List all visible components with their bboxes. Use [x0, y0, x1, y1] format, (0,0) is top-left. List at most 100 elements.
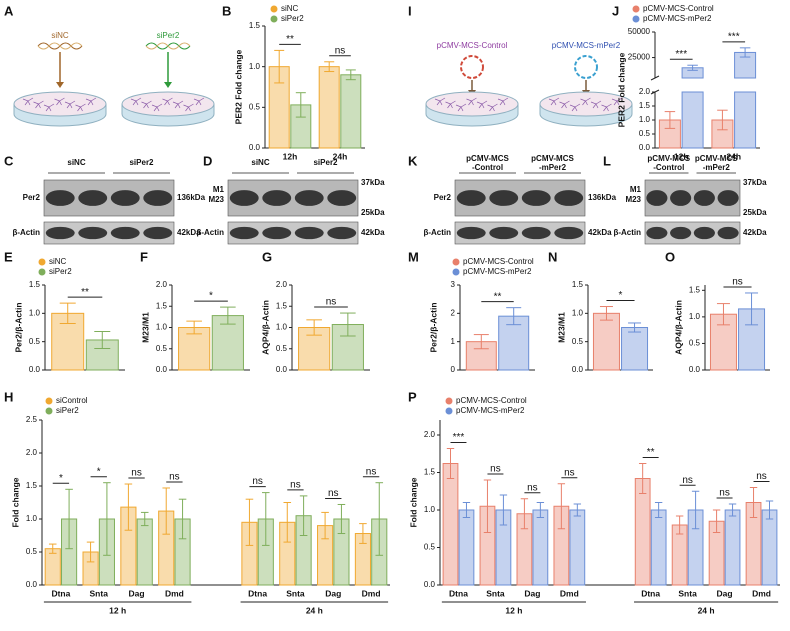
row-label: M1	[213, 185, 225, 194]
bar	[178, 327, 211, 371]
panel-letter: M	[408, 249, 419, 264]
error-bar	[220, 306, 236, 325]
y-tick-label: 0.5	[276, 344, 288, 353]
y-axis-label: M23/M1	[556, 312, 566, 343]
error-bar	[324, 61, 335, 73]
cell	[162, 97, 173, 106]
y-tick-label: 2.0	[156, 280, 168, 289]
cell	[476, 100, 488, 109]
legend-marker	[38, 268, 46, 276]
lane-label: siPer2	[129, 158, 154, 167]
group-label: 12 h	[109, 605, 126, 615]
lane-label: siPer2	[313, 158, 338, 167]
lane-label: siNC	[67, 158, 85, 167]
dish	[425, 91, 519, 117]
y-tick-label: 2.0	[424, 430, 436, 439]
cell	[548, 97, 560, 106]
legend-label: pCMV-MCS-Control	[456, 396, 527, 405]
band	[294, 226, 324, 240]
significance-label: ns	[366, 466, 377, 477]
panel-letter: L	[603, 153, 611, 168]
row-label: β-Actin	[196, 228, 224, 237]
error-bar	[178, 498, 187, 540]
bar	[650, 509, 667, 586]
y-tick-label: 0.5	[424, 543, 436, 552]
y-tick-label: 1.5	[249, 21, 261, 30]
x-tick-label: Snta	[486, 588, 505, 598]
error-bar	[716, 303, 730, 326]
y-tick-label: 0.5	[156, 344, 168, 353]
size-label: 25kDa	[743, 208, 767, 217]
cell	[33, 100, 44, 109]
y-tick-label: 50000	[628, 27, 651, 36]
legend-label: pCMV-MCS-mPer2	[643, 14, 712, 23]
cell	[75, 103, 86, 112]
y-axis-label: Per2/β-Actin	[13, 302, 23, 352]
size-label: 25kDa	[361, 208, 385, 217]
error-bar	[340, 312, 356, 337]
x-tick-label: Snta	[286, 588, 305, 598]
y-tick-label: 1.5	[156, 301, 168, 310]
row-label: M23	[208, 195, 224, 204]
dish	[121, 91, 215, 117]
band	[554, 190, 584, 206]
significance-label: ns	[169, 472, 180, 483]
panel-letter: J	[612, 3, 619, 18]
band	[521, 190, 551, 206]
error-bar	[245, 498, 254, 546]
x-tick-label: Dtna	[248, 588, 267, 598]
bar	[569, 509, 586, 586]
band	[646, 190, 668, 206]
y-tick-label: 0.0	[26, 580, 38, 589]
legend-label: pCMV-MCS-mPer2	[456, 406, 525, 415]
band	[489, 226, 519, 240]
error-bar	[124, 483, 133, 531]
legend-label: siControl	[56, 396, 88, 405]
significance-label: **	[494, 291, 502, 302]
bar	[592, 312, 620, 371]
bar	[442, 463, 459, 586]
cell	[151, 103, 163, 112]
x-tick-label: Dag	[524, 588, 540, 598]
legend-label: siPer2	[281, 14, 304, 23]
error-bar	[728, 503, 737, 517]
significance-label: *	[97, 466, 101, 477]
significance-label: ns	[335, 45, 346, 56]
lane-label: pCMV-MCS	[531, 154, 574, 163]
size-label: 136kDa	[177, 193, 206, 202]
size-label: 37kDa	[743, 178, 767, 187]
y-axis-label: AQP4/β-Actin	[260, 300, 270, 355]
legend-marker	[38, 258, 46, 266]
row-label: M23	[625, 195, 641, 204]
y-axis-label: Fold change	[10, 477, 20, 527]
diagram-label: pCMV-MCS-mPer2	[552, 41, 621, 50]
y-tick-label: 0.0	[29, 365, 41, 374]
y-tick-label: 0.5	[26, 547, 38, 556]
error-bar	[557, 483, 566, 530]
significance-label: ns	[490, 464, 501, 475]
error-bar	[94, 330, 111, 349]
x-tick-label: 24h	[726, 151, 741, 161]
cell	[22, 97, 34, 106]
cell	[54, 97, 65, 106]
x-tick-label: Snta	[678, 588, 697, 598]
bar	[318, 66, 340, 149]
significance-label: *	[59, 473, 63, 484]
band	[327, 190, 357, 206]
legend-marker	[632, 15, 640, 23]
error-bar	[765, 500, 774, 520]
y-tick-label: 2.0	[639, 87, 651, 96]
group-label: 24 h	[698, 605, 715, 615]
significance-label: **	[81, 287, 89, 298]
legend-marker	[445, 397, 453, 405]
y-tick-label: 1.5	[572, 280, 584, 289]
row-label: β-Actin	[423, 228, 451, 237]
band	[110, 226, 140, 240]
arrow-head	[56, 82, 64, 88]
band	[456, 226, 486, 240]
panel-letter: P	[408, 389, 417, 404]
error-bar	[65, 488, 73, 550]
error-bar	[473, 334, 489, 350]
lane-label: pCMV-MCS	[466, 154, 509, 163]
